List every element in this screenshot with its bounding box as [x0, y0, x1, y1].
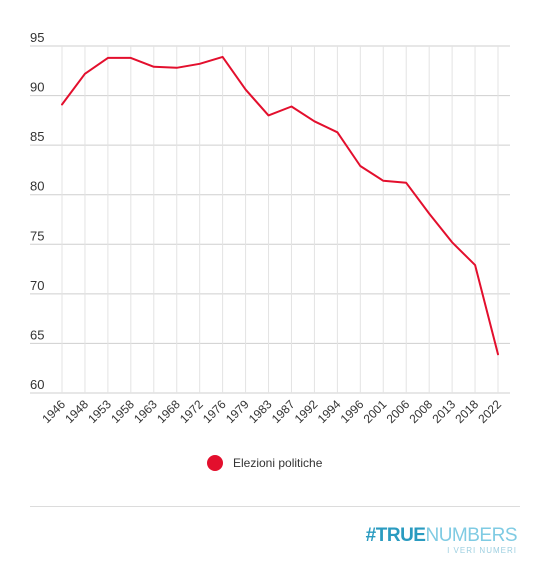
x-tick-label: 2001: [361, 397, 390, 426]
legend-marker: [207, 455, 223, 471]
y-tick-label: 60: [30, 377, 44, 392]
brand-light: NUMBERS: [425, 525, 517, 546]
x-tick-label: 1948: [62, 397, 91, 426]
x-tick-label: 1994: [315, 397, 344, 426]
brand-logo: #TRUENUMBERS I VERI NUMERI: [365, 525, 518, 555]
legend-label: Elezioni politiche: [233, 456, 323, 470]
x-tick-label: 2013: [429, 397, 458, 426]
x-tick-label: 1979: [223, 397, 252, 426]
x-tick-label: 1972: [177, 397, 206, 426]
legend: Elezioni politiche: [207, 455, 322, 471]
y-axis: 60 65 70 75 80 85 90 95: [30, 30, 44, 392]
series-layer: [61, 55, 499, 356]
y-tick-label: 85: [30, 129, 44, 144]
y-tick-label: 90: [30, 80, 44, 95]
brand-bold: TRUE: [375, 525, 426, 546]
x-tick-label: 1992: [292, 397, 321, 426]
x-axis: 1946194819531958196319681972197619791983…: [39, 397, 504, 426]
x-tick-label: 1963: [131, 397, 160, 426]
x-tick-label: 2022: [475, 397, 504, 426]
x-tick-label: 2008: [406, 397, 435, 426]
x-tick-label: 2018: [452, 397, 481, 426]
x-tick-label: 1958: [108, 397, 137, 426]
grid: [30, 45, 510, 394]
y-tick-label: 65: [30, 327, 44, 342]
x-tick-label: 1953: [85, 397, 114, 426]
x-tick-label: 1983: [246, 397, 275, 426]
x-tick-label: 1968: [154, 397, 183, 426]
line-chart: 60 65 70 75 80 85 90 95 19461948195319581963196…: [30, 30, 510, 426]
y-tick-label: 70: [30, 278, 44, 293]
x-tick-label: 1987: [269, 397, 298, 426]
y-tick-label: 80: [30, 179, 44, 194]
footer-divider: [30, 506, 520, 507]
x-tick-label: 1946: [39, 397, 68, 426]
series-line: [61, 55, 499, 356]
y-tick-label: 75: [30, 228, 44, 243]
brand-hash: #: [365, 525, 377, 546]
y-tick-label: 95: [30, 30, 44, 45]
x-tick-label: 2006: [384, 397, 413, 426]
x-tick-label: 1996: [338, 397, 367, 426]
x-tick-label: 1976: [200, 397, 229, 426]
brand-wordmark: #TRUENUMBERS: [365, 525, 518, 546]
brand-tagline: I VERI NUMERI: [447, 546, 517, 555]
